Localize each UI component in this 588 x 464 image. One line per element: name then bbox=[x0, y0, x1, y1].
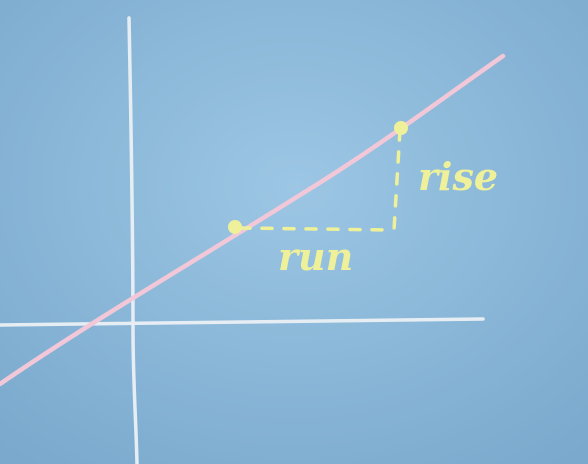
rise-dashed-line bbox=[392, 128, 402, 232]
sloped-line bbox=[0, 53, 506, 387]
run-label: run bbox=[278, 234, 353, 279]
rise-label: rise bbox=[418, 154, 498, 199]
point-lower bbox=[228, 220, 242, 234]
x-axis bbox=[0, 317, 485, 327]
point-upper bbox=[394, 121, 408, 135]
run-dashed-line bbox=[238, 226, 394, 232]
